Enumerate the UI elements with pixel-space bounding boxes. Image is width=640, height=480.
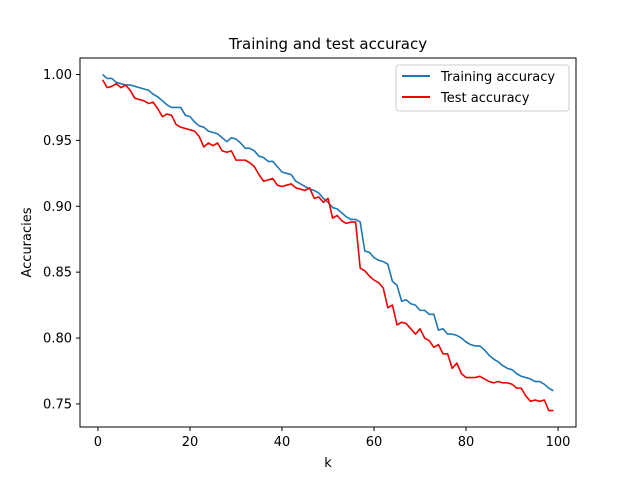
training-accuracy-line	[102, 73, 554, 392]
y-tick-label: 1.00	[43, 68, 72, 83]
y-axis-ticks: 0.75 0.80 0.85 0.90 0.95 1.00	[43, 68, 80, 412]
legend: Training accuracy Test accuracy	[395, 64, 570, 112]
y-tick-label: 0.95	[43, 134, 72, 149]
x-axis-label: k	[324, 456, 332, 471]
plot-frame	[79, 57, 577, 428]
series-layer	[101, 73, 554, 412]
x-axis-ticks: 0 20 40 60 80 100	[94, 427, 571, 450]
chart-title: Training and test accuracy	[228, 35, 427, 53]
legend-box	[395, 64, 570, 112]
y-tick-label: 0.80	[43, 332, 72, 347]
x-tick-label: 20	[182, 435, 199, 450]
x-tick-label: 80	[458, 435, 475, 450]
legend-label-training: Training accuracy	[440, 70, 555, 85]
x-tick-label: 100	[546, 435, 571, 450]
y-tick-label: 0.90	[43, 200, 72, 215]
y-axis-label: Accuracies	[20, 207, 35, 277]
y-tick-label: 0.85	[43, 266, 72, 281]
x-tick-label: 60	[366, 435, 383, 450]
test-accuracy-line	[101, 79, 554, 412]
x-tick-label: 0	[94, 435, 102, 450]
legend-label-test: Test accuracy	[440, 91, 530, 106]
y-tick-label: 0.75	[43, 397, 72, 412]
x-tick-label: 40	[274, 435, 291, 450]
plot-area	[79, 57, 577, 428]
